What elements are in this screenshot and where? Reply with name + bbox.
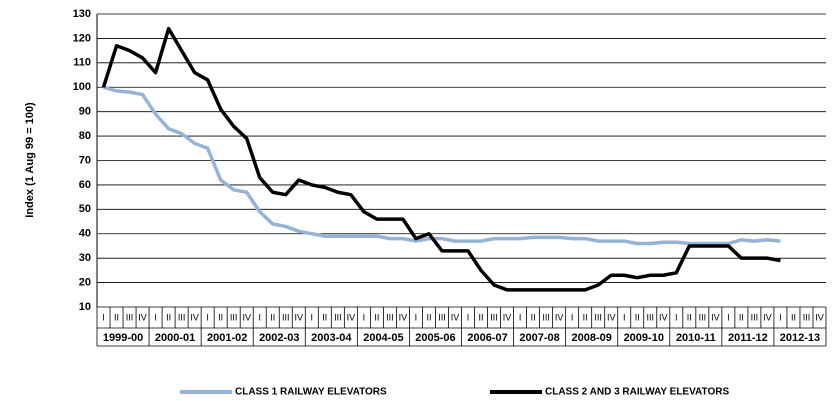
x-tick-label: II (739, 312, 744, 322)
x-group-label: 2002-03 (259, 332, 299, 344)
x-group-label: 2009-10 (624, 332, 664, 344)
x-tick-label: IV (451, 312, 460, 322)
y-tick-label: 80 (79, 130, 91, 142)
x-tick-label: II (270, 312, 275, 322)
x-tick-label: I (623, 312, 626, 322)
x-tick-label: III (230, 312, 238, 322)
x-tick-label: IV (659, 312, 668, 322)
y-tick-label: 20 (79, 276, 91, 288)
x-tick-label: II (322, 312, 327, 322)
y-tick-label: 90 (79, 106, 91, 118)
x-group-label: 2000-01 (155, 332, 195, 344)
x-tick-label: IV (138, 312, 147, 322)
x-tick-label: I (727, 312, 730, 322)
x-tick-label: III (386, 312, 394, 322)
x-tick-label: II (114, 312, 119, 322)
x-tick-label: III (594, 312, 602, 322)
x-tick-label: I (311, 312, 314, 322)
legend-label: CLASS 1 RAILWAY ELEVATORS (235, 387, 387, 398)
x-tick-label: II (687, 312, 692, 322)
x-tick-label: III (282, 312, 290, 322)
x-tick-label: IV (763, 312, 772, 322)
x-tick-label: III (803, 312, 811, 322)
x-group-label: 2008-09 (571, 332, 611, 344)
x-group-label: 2001-02 (207, 332, 247, 344)
y-tick-label: 50 (79, 203, 91, 215)
x-group-label: 2007-08 (519, 332, 559, 344)
y-tick-label: 100 (73, 81, 91, 93)
y-axis-title: Index (1 Aug 99 = 100) (24, 102, 36, 218)
x-tick-label: IV (815, 312, 824, 322)
x-tick-label: I (519, 312, 522, 322)
x-tick-label: II (583, 312, 588, 322)
x-tick-label: II (426, 312, 431, 322)
x-tick-label: I (415, 312, 418, 322)
x-tick-label: I (675, 312, 678, 322)
x-tick-label: IV (242, 312, 251, 322)
x-group-label: 2011-12 (728, 332, 768, 344)
x-tick-label: IV (711, 312, 720, 322)
x-tick-label: III (178, 312, 186, 322)
x-tick-label: II (531, 312, 536, 322)
x-tick-label: II (791, 312, 796, 322)
x-group-label: 2003-04 (311, 332, 352, 344)
y-tick-label: 130 (73, 8, 91, 20)
y-tick-label: 30 (79, 252, 91, 264)
y-tick-label: 10 (79, 301, 91, 313)
x-tick-label: II (635, 312, 640, 322)
x-group-label: 2004-05 (363, 332, 403, 344)
x-tick-label: I (571, 312, 574, 322)
x-tick-label: III (126, 312, 134, 322)
y-tick-label: 120 (73, 32, 91, 44)
legend-label: CLASS 2 AND 3 RAILWAY ELEVATORS (545, 387, 729, 398)
x-group-label: 2006-07 (467, 332, 507, 344)
series-line (101, 26, 781, 292)
x-tick-label: II (166, 312, 171, 322)
x-tick-label: I (258, 312, 261, 322)
y-tick-label: 60 (79, 179, 91, 191)
x-tick-label: II (374, 312, 379, 322)
x-tick-label: III (542, 312, 550, 322)
x-tick-label: III (490, 312, 498, 322)
x-tick-label: I (102, 312, 105, 322)
x-group-label: 2010-11 (676, 332, 716, 344)
x-group-label: 2005-06 (415, 332, 455, 344)
x-tick-label: IV (347, 312, 356, 322)
x-tick-label: IV (399, 312, 408, 322)
x-tick-label: IV (607, 312, 616, 322)
x-tick-label: II (218, 312, 223, 322)
series-line (103, 85, 781, 246)
x-tick-label: II (479, 312, 484, 322)
x-tick-label: III (334, 312, 342, 322)
y-tick-label: 70 (79, 154, 91, 166)
x-group-label: 2012-13 (780, 332, 820, 344)
y-tick-label: 40 (79, 228, 91, 240)
x-tick-label: IV (295, 312, 304, 322)
x-tick-label: I (467, 312, 470, 322)
x-tick-label: III (751, 312, 759, 322)
x-tick-label: IV (190, 312, 199, 322)
x-tick-label: III (699, 312, 707, 322)
x-tick-label: I (154, 312, 157, 322)
x-tick-label: I (363, 312, 366, 322)
x-tick-label: III (647, 312, 655, 322)
x-tick-label: I (779, 312, 782, 322)
x-group-label: 1999-00 (103, 332, 143, 344)
x-tick-label: III (438, 312, 446, 322)
x-tick-label: IV (555, 312, 564, 322)
x-tick-label: I (206, 312, 209, 322)
y-tick-label: 110 (73, 57, 91, 69)
x-tick-label: IV (503, 312, 512, 322)
